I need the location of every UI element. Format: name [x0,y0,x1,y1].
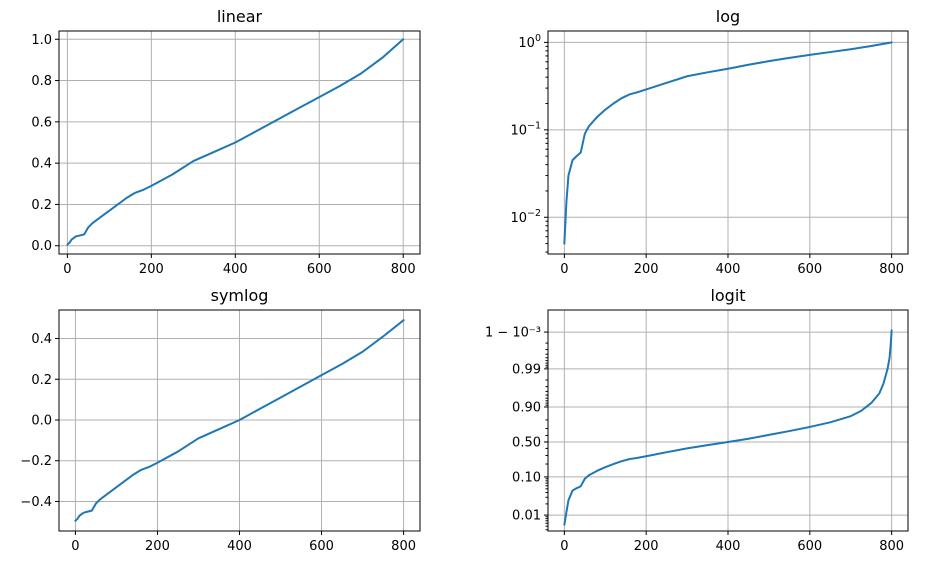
subplot-title: log [716,7,740,26]
x-tick-label: 800 [391,539,416,554]
y-tick-label: 0.4 [31,332,52,347]
y-tick-label: −0.4 [20,495,52,510]
x-tick-label: 400 [716,539,741,554]
y-tick-label: 0.90 [512,401,541,416]
series-line [563,41,893,245]
x-tick-label: 0 [71,539,79,554]
axes-frame [58,30,421,255]
y-tick-label: −0.2 [20,454,52,469]
x-tick-label: 200 [634,539,659,554]
x-tick-label: 200 [145,539,170,554]
x-tick-label: 0 [560,262,568,277]
y-tick-label: 0.99 [512,362,541,377]
subplot-title: logit [710,286,745,305]
series-line [563,329,893,526]
subplot-logit: 0 200 400 600 800 0.01 0.10 0.50 0.90 0.99 1 − 10⁻… [485,286,909,554]
x-tick-label: 600 [309,539,334,554]
x-tick-label: 400 [716,262,741,277]
x-tick-label: 800 [879,262,904,277]
y-tick-label: 0.4 [31,157,52,172]
x-tick-label: 800 [391,262,416,277]
x-tick-label: 400 [227,539,252,554]
subplot-title: symlog [211,286,269,305]
x-tick-label: 600 [797,539,822,554]
x-tick-label: 200 [139,262,164,277]
y-tick-label: 0.0 [31,239,52,254]
x-tick-label: 0 [63,262,71,277]
y-tick-label: 1.0 [31,33,52,48]
x-tick-label: 600 [797,262,822,277]
y-tick-label: 10−2 [510,208,541,226]
subplot-symlog: 0 200 400 600 800 −0.4 −0.2 0.0 0.2 0.4 symlog [20,286,421,554]
subplot-title: linear [217,7,263,26]
y-tick-label: 0.50 [512,435,541,450]
y-tick-label: 0.10 [512,470,541,485]
x-tick-label: 800 [879,539,904,554]
y-tick-label: 0.0 [31,413,52,428]
y-tick-label: 10−1 [510,120,541,138]
x-tick-label: 400 [223,262,248,277]
series-line [66,38,405,246]
y-tick-label: 0.2 [31,373,52,388]
y-tick-label: 1 − 10⁻³ [485,326,541,341]
x-tick-label: 200 [634,262,659,277]
subplot-log: 0 200 400 600 800 10−2 10−1 100 log [510,7,909,277]
y-tick-label: 100 [518,33,541,51]
y-tick-label: 0.8 [31,74,52,89]
x-tick-label: 600 [307,262,332,277]
y-tick-label: 0.6 [31,115,52,130]
series-line [74,319,405,522]
subplot-linear: 0 200 400 600 800 0.0 0.2 0.4 0.6 0.8 1.0 linear [31,7,421,277]
y-tick-label: 0.01 [512,509,541,524]
x-tick-label: 0 [560,539,568,554]
y-tick-label: 0.2 [31,198,52,213]
